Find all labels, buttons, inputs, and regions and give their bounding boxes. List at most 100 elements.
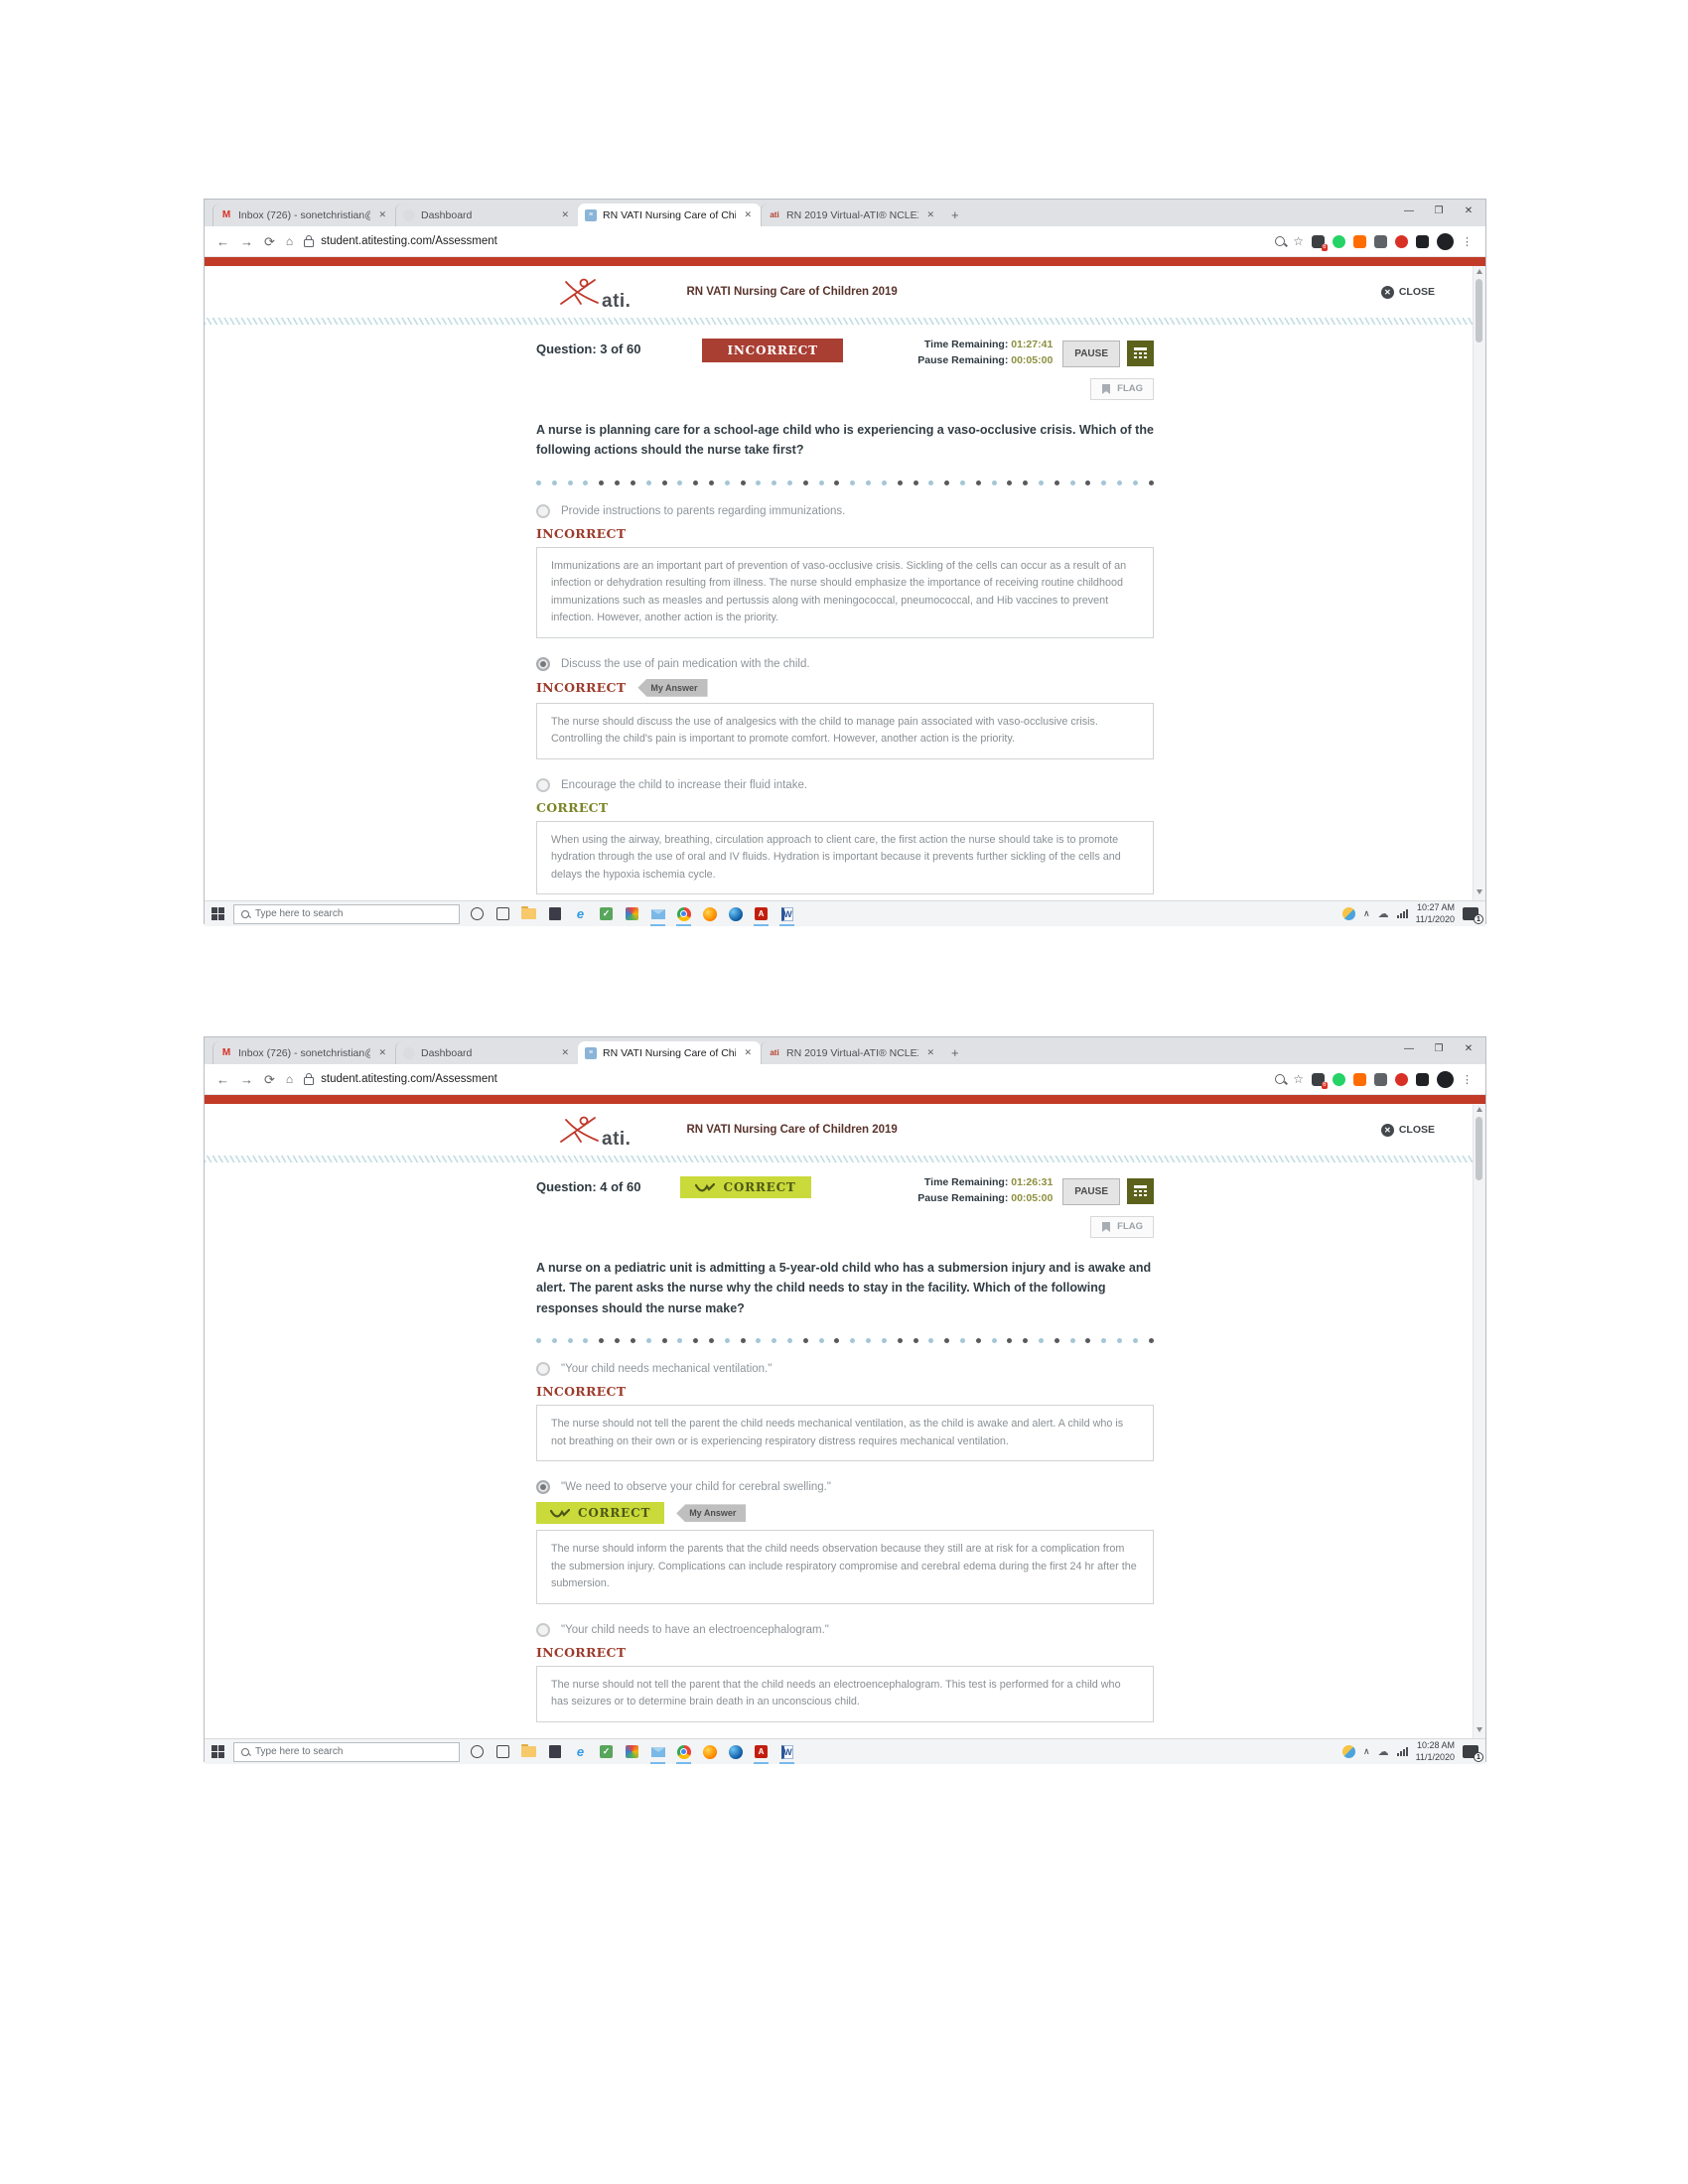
tab-assessment-active[interactable]: ≡ RN VATI Nursing Care of Children ✕ [578,204,761,226]
start-button-icon[interactable] [211,907,224,920]
profile-avatar[interactable] [1437,232,1454,250]
network-icon[interactable] [1396,1747,1408,1756]
close-window-button[interactable]: ✕ [1464,1042,1474,1054]
pause-button[interactable]: PAUSE [1062,341,1120,367]
close-window-button[interactable]: ✕ [1464,205,1474,216]
firefox-icon[interactable] [701,1744,718,1760]
cortana-icon[interactable] [469,1744,486,1760]
extension-icon[interactable] [1374,234,1387,248]
home-icon[interactable]: ⌂ [285,234,294,248]
tab-dashboard[interactable]: Dashboard ✕ [395,1041,578,1064]
taskbar-search-input[interactable]: Type here to search [233,903,460,924]
acrobat-icon[interactable]: A [753,1744,770,1764]
extension-icon[interactable] [1395,1072,1408,1086]
start-button-icon[interactable] [211,1745,224,1758]
vault-app-icon[interactable] [546,1744,563,1760]
task-view-icon[interactable] [494,1744,511,1760]
scrollbar-thumb[interactable] [1476,279,1482,342]
extension-icon[interactable] [1416,1072,1429,1086]
file-explorer-icon[interactable] [520,906,537,922]
tab-close-icon[interactable]: ✕ [378,1047,386,1057]
photos-app-icon[interactable] [624,906,640,922]
tab-virtual-ati[interactable]: ati RN 2019 Virtual-ATI® NCLEX® R ✕ [761,1041,943,1064]
task-view-icon[interactable] [494,906,511,922]
flag-button[interactable]: FLAG [1090,377,1154,400]
edge-icon[interactable] [727,906,744,922]
chrome-icon[interactable] [675,906,692,926]
url-text[interactable]: student.atitesting.com/Assessment [321,235,497,247]
bookmark-star-icon[interactable]: ☆ [1293,234,1304,248]
tab-assessment-active[interactable]: ≡ RN VATI Nursing Care of Children ✕ [578,1041,761,1064]
radio-unselected-icon[interactable] [536,1362,550,1377]
flag-button[interactable]: FLAG [1090,1215,1154,1238]
tray-expand-icon[interactable]: ∧ [1363,1746,1370,1756]
extension-icon[interactable]: 6 [1312,1072,1328,1089]
tab-close-icon[interactable]: ✕ [378,209,386,219]
pause-button[interactable]: PAUSE [1062,1178,1120,1205]
bookmark-star-icon[interactable]: ☆ [1293,1072,1304,1086]
back-icon[interactable]: ← [216,233,229,249]
onedrive-cloud-icon[interactable]: ☁ [1377,908,1389,920]
action-center-icon[interactable]: 1 [1463,1745,1483,1762]
word-icon[interactable]: W [778,1744,795,1764]
notes-app-icon[interactable]: ✓ [598,906,615,922]
scroll-up-icon[interactable] [1477,269,1482,274]
radio-selected-icon[interactable] [536,656,550,671]
tab-gmail[interactable]: M Inbox (726) - sonetchristian@gm ✕ [212,1041,395,1064]
zoom-icon[interactable] [1275,1074,1286,1084]
new-tab-button[interactable]: + [951,207,959,222]
scrollbar[interactable] [1473,1104,1485,1738]
back-icon[interactable]: ← [216,1071,229,1087]
tab-close-icon[interactable]: ✕ [561,209,569,219]
new-tab-button[interactable]: + [951,1045,959,1060]
scroll-down-icon[interactable] [1476,889,1482,894]
edge-icon[interactable] [727,1744,744,1760]
radio-unselected-icon[interactable] [536,503,550,518]
option-row[interactable]: Discuss the use of pain medication with … [536,656,1154,671]
extension-icon[interactable] [1353,234,1366,248]
internet-explorer-icon[interactable]: e [576,906,585,921]
option-row[interactable]: "Your child needs to have an electroence… [536,1622,1154,1637]
forward-icon[interactable]: → [240,233,253,249]
url-box[interactable]: student.atitesting.com/Assessment [304,1073,1264,1085]
tab-close-icon[interactable]: ✕ [744,209,752,219]
extension-icon[interactable] [1395,234,1408,248]
taskbar-clock[interactable]: 10:27 AM 11/1/2020 [1416,902,1455,925]
scrollbar-thumb[interactable] [1476,1117,1482,1180]
home-icon[interactable]: ⌂ [285,1072,294,1086]
calculator-button[interactable] [1127,341,1154,366]
action-center-icon[interactable]: 1 [1463,907,1483,924]
minimize-button[interactable]: — [1404,205,1414,216]
extension-icon[interactable]: 6 [1312,234,1328,251]
file-explorer-icon[interactable] [520,1744,537,1760]
tab-virtual-ati[interactable]: ati RN 2019 Virtual-ATI® NCLEX® R ✕ [761,204,943,226]
cortana-icon[interactable] [469,906,486,922]
scroll-down-icon[interactable] [1476,1727,1482,1732]
option-row[interactable]: "Your child needs mechanical ventilation… [536,1362,1154,1377]
reload-icon[interactable]: ⟳ [264,1071,275,1087]
extension-icon[interactable] [1333,1072,1345,1086]
extension-icon[interactable] [1353,1072,1366,1086]
word-icon[interactable]: W [778,906,795,926]
firefox-icon[interactable] [701,906,718,922]
mail-app-icon[interactable] [649,1744,666,1764]
weather-tray-icon[interactable] [1342,1745,1356,1758]
scrollbar[interactable] [1473,266,1485,900]
chrome-icon[interactable] [675,1744,692,1764]
option-row[interactable]: Provide instructions to parents regardin… [536,503,1154,518]
radio-unselected-icon[interactable] [536,1622,550,1637]
tab-dashboard[interactable]: Dashboard ✕ [395,204,578,226]
extension-icon[interactable] [1333,234,1345,248]
tab-close-icon[interactable]: ✕ [744,1047,752,1057]
extension-icon[interactable] [1416,234,1429,248]
tab-close-icon[interactable]: ✕ [926,1047,934,1057]
option-row[interactable]: "We need to observe your child for cereb… [536,1480,1154,1495]
forward-icon[interactable]: → [240,1071,253,1087]
browser-menu-icon[interactable]: ⋮ [1462,235,1474,248]
url-box[interactable]: student.atitesting.com/Assessment [304,235,1264,247]
tab-gmail[interactable]: M Inbox (726) - sonetchristian@gm ✕ [212,204,395,226]
notes-app-icon[interactable]: ✓ [598,1744,615,1760]
minimize-button[interactable]: — [1404,1042,1414,1054]
weather-tray-icon[interactable] [1342,907,1356,920]
option-row[interactable]: Encourage the child to increase their fl… [536,777,1154,792]
